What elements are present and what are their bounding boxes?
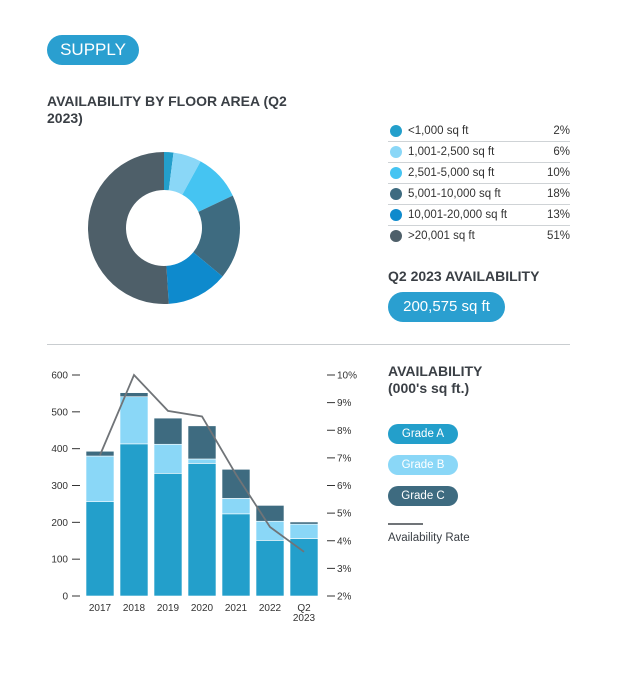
legend-label: >20,001 sq ft	[408, 230, 475, 242]
bar-grade-b	[255, 520, 285, 541]
y-tick-label: 600	[51, 371, 68, 382]
legend-value: 51%	[546, 230, 570, 242]
availability-subtitle: (000's sq ft.)	[388, 380, 470, 396]
y-tick-label: 400	[51, 444, 68, 455]
donut-slice	[166, 252, 223, 304]
legend-pill-grade-a: Grade A	[388, 424, 458, 444]
legend-item: >20,001 sq ft 51%	[388, 226, 570, 246]
bar-grade-c	[119, 392, 149, 398]
x-tick-label: 2019	[157, 603, 180, 614]
legend-pill-grade-c: Grade C	[388, 486, 458, 506]
y2-tick-label: 10%	[337, 371, 357, 382]
bar-grade-a	[153, 473, 183, 597]
rate-legend-label: Availability Rate	[388, 532, 470, 544]
bar-grade-a	[289, 538, 319, 597]
y-tick-label: 0	[62, 592, 68, 603]
availability-title: AVAILABILITY (000's sq ft.)	[388, 363, 482, 397]
y2-tick-label: 4%	[337, 536, 352, 547]
x-tick-label: 2021	[225, 603, 248, 614]
bar-grade-a	[221, 513, 251, 597]
legend-value: 13%	[546, 209, 570, 221]
legend-pill-grade-b: Grade B	[388, 455, 458, 475]
x-tick-label: 2023	[293, 613, 316, 624]
donut-slice	[164, 152, 174, 191]
y2-tick-label: 9%	[337, 398, 352, 409]
bar-grade-b	[119, 396, 149, 445]
q2-availability-value: 200,575 sq ft	[388, 292, 505, 322]
bar-grade-b	[153, 443, 183, 474]
x-tick-label: 2018	[123, 603, 146, 614]
legend-label: 2,501-5,000 sq ft	[408, 167, 495, 179]
supply-badge: SUPPLY	[47, 35, 139, 65]
legend-dot-icon	[390, 146, 402, 158]
divider	[47, 344, 570, 345]
bar-grade-b	[85, 455, 115, 503]
donut-slice	[88, 152, 169, 304]
bar-grade-c	[153, 417, 183, 445]
rate-legend-line	[388, 523, 423, 525]
y2-tick-label: 6%	[337, 481, 352, 492]
y2-tick-label: 7%	[337, 453, 352, 464]
y-tick-label: 100	[51, 555, 68, 566]
y-tick-label: 300	[51, 481, 68, 492]
legend-value: 18%	[546, 188, 570, 200]
legend-item: 10,001-20,000 sq ft 13%	[388, 205, 570, 226]
bar-grade-a	[85, 501, 115, 597]
bar-grade-a	[119, 443, 149, 597]
legend-value: 6%	[553, 146, 570, 158]
x-tick-label: 2017	[89, 603, 112, 614]
bar-grade-b	[187, 458, 217, 464]
x-tick-label: 2020	[191, 603, 214, 614]
legend-item: 5,001-10,000 sq ft 18%	[388, 184, 570, 205]
donut-slice	[182, 161, 233, 212]
legend-value: 10%	[546, 167, 570, 179]
donut-title: AVAILABILITY BY FLOOR AREA (Q2 2023)	[47, 93, 287, 126]
legend-dot-icon	[390, 125, 402, 137]
y2-tick-label: 3%	[337, 564, 352, 575]
availability-title-text: AVAILABILITY	[388, 363, 483, 379]
availability-rate-line	[99, 373, 305, 553]
legend-dot-icon	[390, 230, 402, 242]
y-tick-label: 200	[51, 518, 68, 529]
x-tick-label: 2022	[259, 603, 282, 614]
legend-label: <1,000 sq ft	[408, 125, 469, 137]
legend-dot-icon	[390, 209, 402, 221]
y-tick-label: 500	[51, 407, 68, 418]
legend-item: <1,000 sq ft 2%	[388, 121, 570, 142]
legend-label: 10,001-20,000 sq ft	[408, 209, 508, 221]
bar-grade-a	[187, 463, 217, 597]
legend-label: 5,001-10,000 sq ft	[408, 188, 501, 200]
bar-grade-b	[221, 498, 251, 515]
legend-dot-icon	[390, 167, 402, 179]
x-tick-label: Q2	[297, 603, 311, 614]
donut-slice	[193, 195, 240, 277]
bar-grade-b	[289, 523, 319, 539]
legend-value: 2%	[553, 125, 570, 137]
y2-tick-label: 2%	[337, 592, 352, 603]
y2-tick-label: 8%	[337, 426, 352, 437]
donut-legend: <1,000 sq ft 2% 1,001-2,500 sq ft 6% 2,501-5…	[388, 121, 570, 246]
bar-grade-a	[255, 540, 285, 597]
y2-tick-label: 5%	[337, 509, 352, 520]
bar-grade-c	[289, 521, 319, 525]
legend-item: 2,501-5,000 sq ft 10%	[388, 163, 570, 184]
q2-availability-title: Q2 2023 AVAILABILITY	[388, 268, 540, 284]
legend-item: 1,001-2,500 sq ft 6%	[388, 142, 570, 163]
legend-label: 1,001-2,500 sq ft	[408, 146, 495, 158]
donut-slice	[168, 152, 201, 195]
legend-dot-icon	[390, 188, 402, 200]
bar-grade-c	[187, 425, 217, 460]
